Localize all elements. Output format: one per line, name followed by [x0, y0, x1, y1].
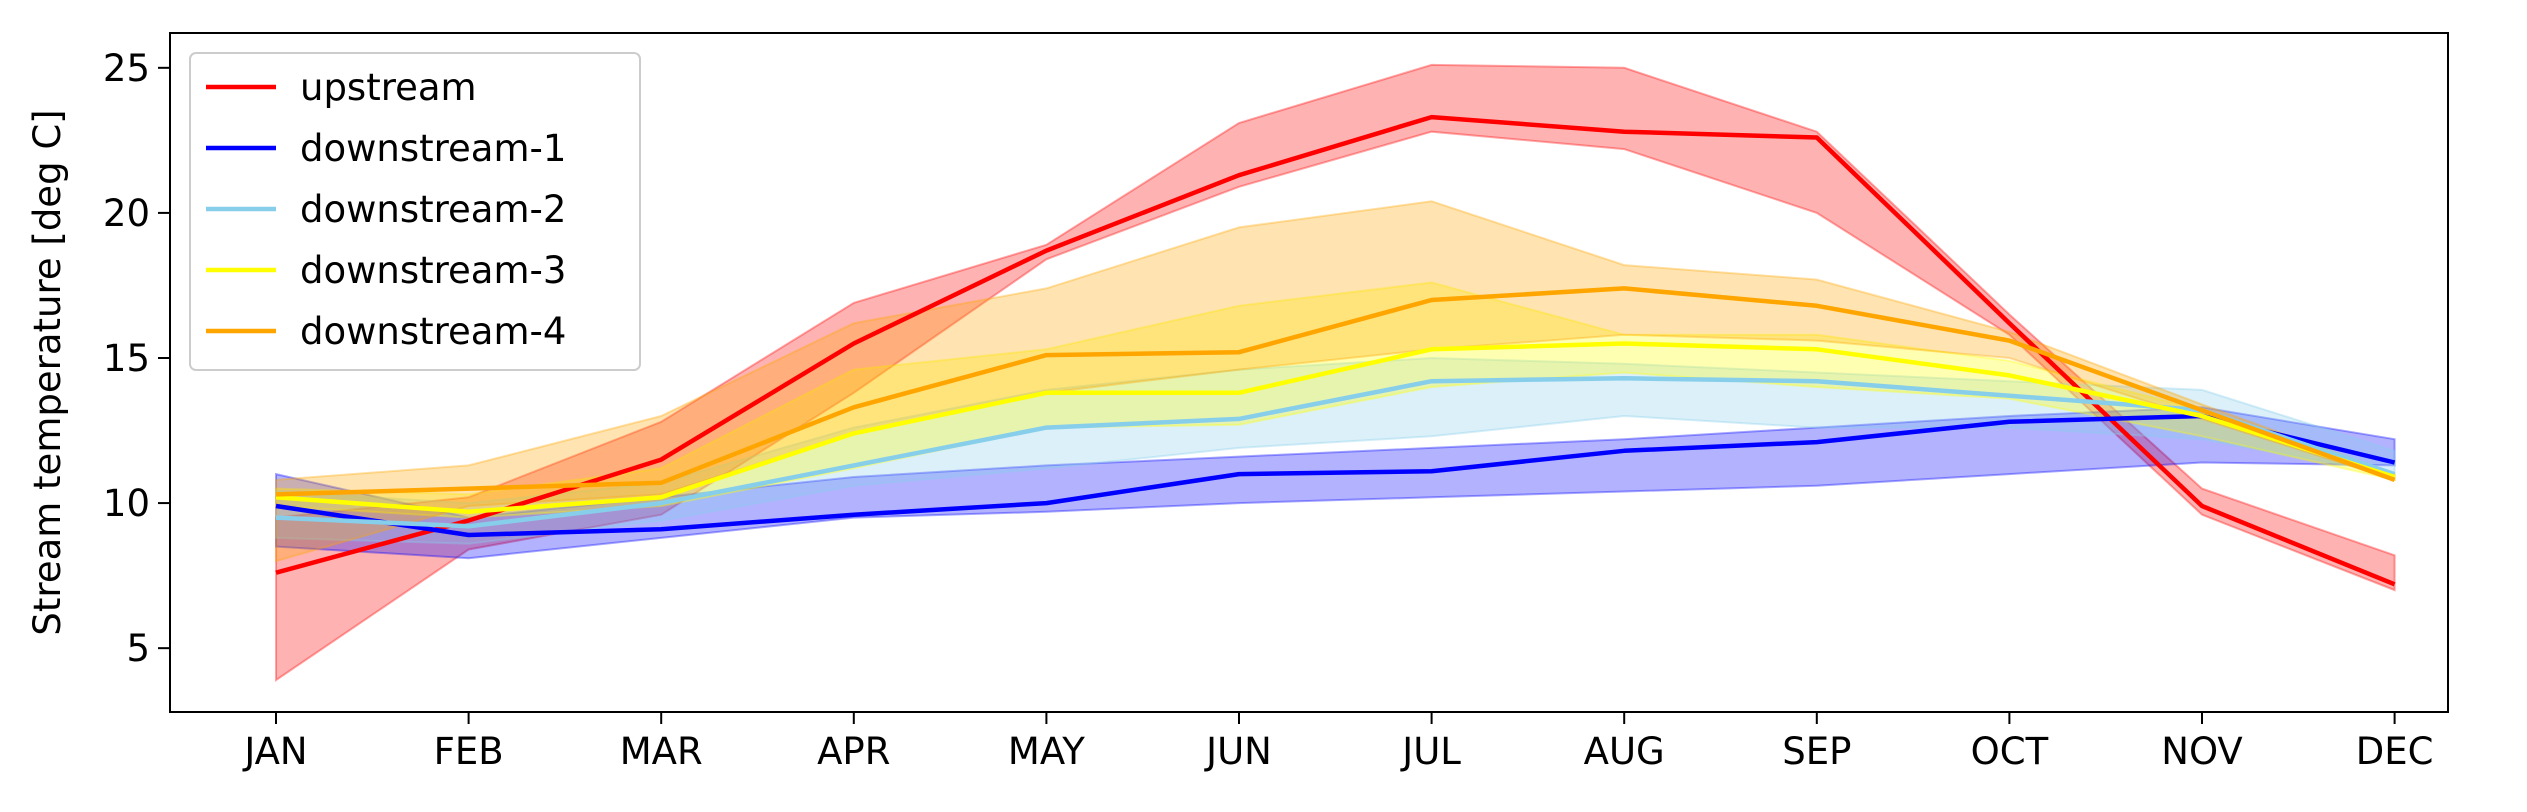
x-tick-label-2: MAR — [620, 730, 703, 773]
y-tick-label-3: 20 — [103, 192, 150, 235]
line-series-2 — [275, 376, 2396, 529]
x-tick-label-5: JUN — [1204, 730, 1272, 773]
band-series-0 — [275, 63, 2396, 682]
legend-box — [189, 52, 641, 371]
x-tick-label-3: APR — [817, 730, 890, 773]
y-tick-label-2: 15 — [103, 337, 150, 380]
x-tick-label-7: AUG — [1584, 730, 1665, 773]
line-series-1 — [275, 413, 2396, 538]
legend-entry-2: downstream-2 — [300, 188, 566, 231]
y-tick-label-1: 10 — [103, 482, 150, 525]
line-series-4 — [275, 286, 2396, 497]
legend-entry-0: upstream — [300, 66, 477, 109]
y-axis-ticks: 5 10 15 20 25 — [103, 47, 170, 670]
line-series-3 — [275, 341, 2396, 515]
legend-entry-3: downstream-3 — [300, 249, 566, 292]
x-tick-label-11: DEC — [2356, 730, 2434, 773]
x-tick-label-8: SEP — [1782, 730, 1851, 773]
legend-entry-1: downstream-1 — [300, 127, 566, 170]
plot-frame — [169, 32, 2449, 713]
y-tick-label-0: 5 — [126, 627, 150, 670]
x-tick-label-0: JAN — [242, 730, 307, 773]
x-tick-label-1: FEB — [434, 730, 504, 773]
x-tick-label-6: JUL — [1400, 730, 1461, 773]
y-tick-label-4: 25 — [103, 47, 150, 90]
y-axis-label: Stream temperature [deg C] — [26, 109, 69, 635]
x-tick-label-4: MAY — [1008, 730, 1085, 773]
x-tick-label-9: OCT — [1971, 730, 2049, 773]
series-lines — [275, 114, 2396, 587]
x-axis-ticks: JAN FEB MAR APR MAY JUN JUL AUG SEP OCT NOV DEC — [242, 712, 2433, 773]
legend: upstream downstream-1 downstream-2 downstre… — [189, 52, 641, 371]
x-tick-label-10: NOV — [2161, 730, 2242, 773]
legend-entry-4: downstream-4 — [300, 310, 566, 353]
